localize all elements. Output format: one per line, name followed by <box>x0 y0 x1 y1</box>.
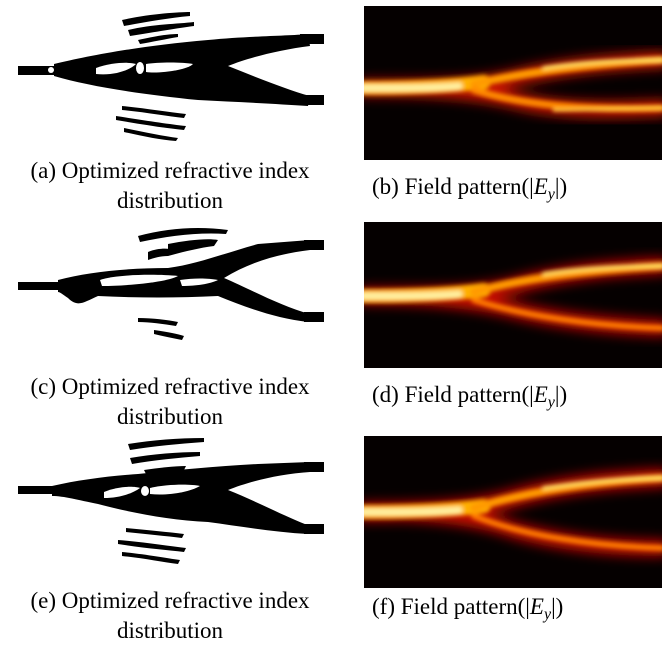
structure-image-e <box>18 436 324 566</box>
caption-a: (a) Optimized refractive index distribut… <box>30 158 310 212</box>
caption-c: (c) Optimized refractive index distribut… <box>30 374 310 428</box>
caption-d: (d) Field pattern(|Ey|) <box>372 382 568 411</box>
field-pattern-image-b <box>364 6 662 160</box>
field-pattern-image-f <box>364 436 662 588</box>
caption-f: (f) Field pattern(|Ey|) <box>372 594 564 623</box>
field-pattern-image-d <box>364 222 662 368</box>
structure-image-a <box>18 6 324 146</box>
caption-e: (e) Optimized refractive index distribut… <box>30 588 310 643</box>
structure-image-c <box>18 222 324 348</box>
caption-b: (b) Field pattern(|Ey|) <box>372 174 568 203</box>
